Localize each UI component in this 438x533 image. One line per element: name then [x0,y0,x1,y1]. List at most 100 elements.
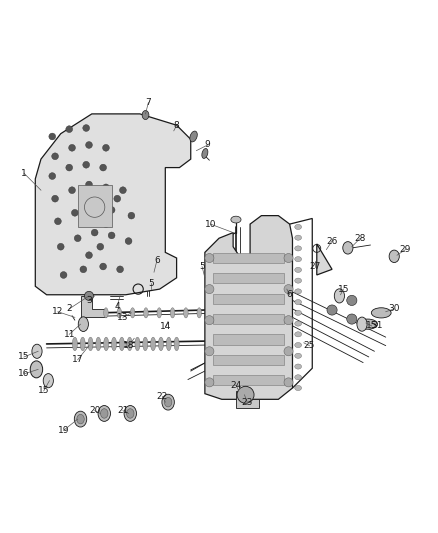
Circle shape [102,184,110,191]
Ellipse shape [104,308,108,318]
Circle shape [284,316,293,325]
Ellipse shape [144,308,148,318]
Circle shape [85,142,92,148]
Text: 4: 4 [114,302,120,311]
Text: 5: 5 [148,279,154,288]
Ellipse shape [184,308,188,318]
Ellipse shape [117,308,121,318]
Circle shape [49,173,56,180]
Circle shape [57,244,64,250]
Ellipse shape [162,394,174,410]
Text: 13: 13 [117,313,129,322]
Circle shape [85,292,94,301]
Polygon shape [213,314,284,324]
Polygon shape [213,334,284,344]
Text: 18: 18 [123,341,134,350]
Ellipse shape [295,224,301,230]
Circle shape [83,161,89,168]
Circle shape [83,125,89,132]
Ellipse shape [295,289,301,294]
Ellipse shape [157,308,162,318]
Polygon shape [213,273,284,284]
Polygon shape [213,253,284,263]
Polygon shape [213,375,284,385]
Circle shape [88,204,95,211]
Circle shape [91,209,98,216]
Text: 27: 27 [309,262,321,271]
Ellipse shape [127,337,132,351]
Text: 10: 10 [205,220,216,229]
Ellipse shape [231,216,241,223]
Text: 9: 9 [205,141,211,149]
Text: 6: 6 [154,256,160,265]
Circle shape [80,266,87,273]
Text: 23: 23 [242,398,253,407]
Ellipse shape [295,278,301,283]
Circle shape [97,244,104,250]
Circle shape [237,386,254,403]
Ellipse shape [143,337,148,351]
Ellipse shape [295,385,301,391]
Ellipse shape [357,317,367,331]
Polygon shape [78,184,112,227]
Circle shape [284,254,293,263]
Ellipse shape [358,319,378,329]
Text: 16: 16 [18,369,30,378]
Ellipse shape [142,110,149,119]
Circle shape [71,209,78,216]
Circle shape [205,254,214,263]
Text: 21: 21 [117,406,129,415]
Ellipse shape [202,149,208,158]
Circle shape [69,187,75,193]
Ellipse shape [151,337,155,351]
Circle shape [52,153,59,160]
Ellipse shape [32,344,42,358]
Circle shape [128,212,135,219]
Circle shape [52,195,59,202]
Circle shape [66,126,73,133]
Text: 20: 20 [89,406,100,415]
Text: 31: 31 [371,321,383,330]
Ellipse shape [371,308,391,318]
Polygon shape [236,391,258,408]
Polygon shape [81,296,106,317]
Text: 26: 26 [326,237,338,246]
Ellipse shape [104,337,109,351]
Circle shape [120,187,126,193]
Circle shape [60,272,67,278]
Text: 12: 12 [52,307,64,316]
Ellipse shape [295,268,301,272]
Ellipse shape [72,337,78,351]
Ellipse shape [295,353,301,358]
Ellipse shape [131,308,135,318]
Circle shape [102,221,110,228]
Polygon shape [35,114,191,295]
Ellipse shape [119,337,124,351]
Ellipse shape [295,332,301,337]
Circle shape [100,164,106,171]
Text: 15: 15 [338,285,349,294]
Circle shape [284,347,293,356]
Ellipse shape [135,337,140,351]
Ellipse shape [295,364,301,369]
Polygon shape [317,244,332,275]
Text: 29: 29 [400,245,411,254]
Circle shape [205,378,214,387]
Text: 11: 11 [64,330,75,339]
Text: 2: 2 [67,304,72,313]
Ellipse shape [190,131,197,142]
Ellipse shape [197,308,201,318]
Polygon shape [205,216,293,399]
Text: 6: 6 [287,290,293,299]
Circle shape [125,238,132,245]
Ellipse shape [343,241,353,254]
Polygon shape [213,354,284,365]
Ellipse shape [295,235,301,240]
Ellipse shape [295,310,301,316]
Text: 25: 25 [304,341,315,350]
Text: 22: 22 [157,392,168,401]
Ellipse shape [80,337,85,351]
Text: 1: 1 [21,169,27,177]
Ellipse shape [77,414,84,424]
Text: 14: 14 [159,322,171,332]
